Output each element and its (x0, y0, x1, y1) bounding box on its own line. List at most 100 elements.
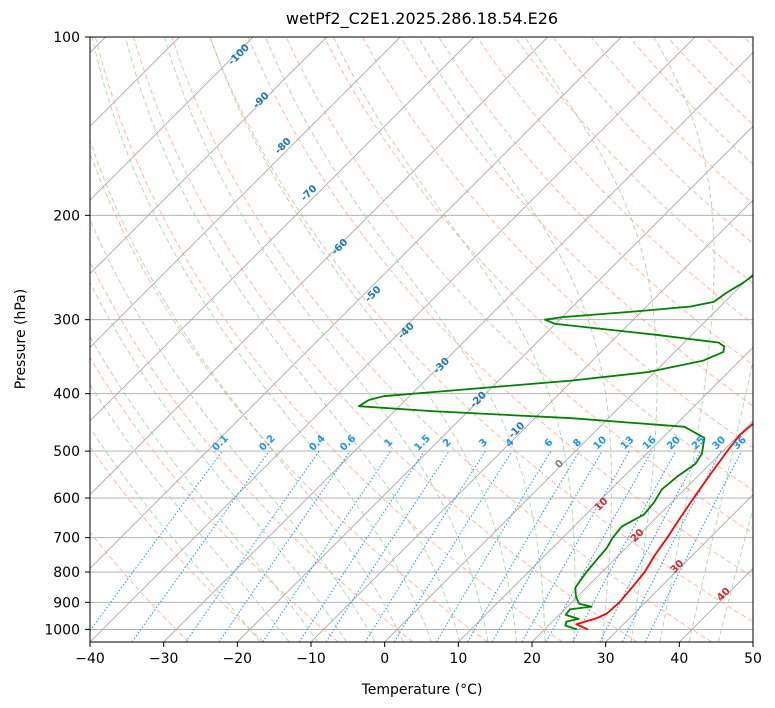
isotherm-line (752, 641, 753, 642)
mixing-ratio-label: 25 (690, 434, 708, 452)
mixing-ratio-line (572, 450, 677, 642)
mixing-ratio-label: 30 (710, 434, 728, 452)
dry-adiabat-line (400, 37, 753, 407)
mixing-ratio-line (262, 450, 392, 642)
dry-adiabat-line (323, 37, 753, 491)
x-axis-label: Temperature (°C) (361, 682, 483, 698)
isotherm-line (605, 494, 753, 642)
dry-adiabat-label: 30 (669, 558, 687, 576)
moist-adiabat-line (653, 37, 715, 642)
moist-adiabat-line (90, 138, 404, 642)
isotherm-line (384, 273, 753, 642)
y-tick-label: 800 (53, 565, 80, 581)
mixing-ratio-line (364, 450, 486, 642)
dry-adiabat-line (476, 37, 753, 325)
x-axis: −40 −30 −20 −10 0 10 20 30 40 50 (75, 642, 762, 667)
isotherm-line (90, 37, 254, 201)
isotherm-line (90, 37, 548, 496)
moist-adiabat-line (90, 383, 290, 642)
dry-adiabat-line (438, 37, 753, 366)
isotherm-label: -100 (227, 42, 253, 68)
y-tick-label: 600 (53, 491, 80, 507)
mixing-ratio-label: 36 (731, 434, 749, 452)
dry-adiabat-line (285, 37, 753, 534)
x-tick-label: −10 (296, 651, 326, 667)
isotherm-line (90, 37, 622, 569)
moist-adiabat-line (688, 358, 753, 642)
dry-adiabat-line (514, 37, 753, 285)
dry-adiabat-line (90, 445, 264, 642)
mixing-ratio-line (521, 450, 630, 642)
moist-adiabat-line (265, 37, 546, 642)
isotherm-label: -50 (363, 284, 384, 305)
x-tick-label: 0 (380, 651, 389, 667)
y-tick-label: 100 (53, 30, 80, 46)
isotherm-line (90, 37, 696, 642)
mixing-ratio-line (90, 450, 223, 632)
moist-adiabat-line (90, 427, 261, 642)
mixing-ratio-line (644, 450, 743, 642)
mixing-ratio-label: 1 (383, 437, 396, 450)
mixing-ratio-line (393, 450, 513, 642)
mixing-ratio-label: 16 (641, 434, 659, 452)
dry-adiabat-label: 0 (553, 458, 566, 471)
dry-adiabat-line (667, 37, 753, 126)
moist-adiabat-line (91, 37, 432, 642)
moist-adiabat-line (417, 37, 613, 642)
isotherm-line (90, 37, 475, 422)
mixing-ratio-label: 13 (619, 435, 637, 453)
mixing-ratio-line (218, 450, 351, 642)
moist-adiabat-line (124, 37, 461, 642)
isotherm-line (458, 346, 753, 642)
moist-adiabat-line (209, 37, 517, 642)
mixing-ratio-label: 0.4 (307, 433, 327, 453)
mixing-ratio-label: 10 (592, 434, 610, 452)
isotherm-label: -70 (299, 183, 320, 204)
y-tick-label: 900 (53, 595, 80, 611)
isotherm-line (531, 420, 753, 642)
x-tick-label: 20 (523, 651, 541, 667)
dry-adiabat-line (362, 37, 753, 449)
x-tick-label: 40 (670, 651, 688, 667)
mixing-ratio-line (545, 450, 653, 642)
y-tick-label: 200 (53, 208, 80, 224)
dry-adiabat-line (171, 37, 712, 642)
moist-adiabat-line (524, 37, 658, 642)
isotherm-label: -60 (330, 237, 351, 258)
dry-adiabat-line (743, 37, 753, 47)
mixing-ratio-line (325, 450, 450, 642)
isotherm-label: -30 (432, 356, 453, 377)
moist-adiabat-line (90, 335, 319, 642)
dry-adiabat-line (90, 356, 339, 642)
dry-adiabat-line (90, 151, 488, 642)
dry-adiabat-line (95, 37, 563, 642)
x-tick-label: 50 (744, 651, 762, 667)
plot-area (90, 37, 753, 642)
mixing-ratio-label: 6 (543, 437, 556, 450)
y-tick-label: 400 (53, 387, 80, 403)
mixing-ratio-label: 8 (571, 437, 584, 450)
mixing-ratio-line (185, 450, 320, 642)
isotherm-label: -90 (251, 90, 272, 111)
mixing-ratio-label: 3 (477, 437, 490, 450)
mixing-ratio-label: 1.5 (413, 433, 433, 453)
mixing-ratio-line (621, 450, 722, 642)
mixing-ratio-label: 0.1 (211, 433, 231, 453)
dry-adiabat-line (90, 531, 190, 642)
x-tick-label: 30 (597, 651, 615, 667)
isotherm-label: -80 (273, 136, 294, 157)
dry-adiabat-line (90, 260, 414, 642)
isotherm-line (310, 199, 753, 642)
dry-adiabat-line (590, 37, 753, 205)
moist-adiabat-line (90, 218, 376, 642)
y-tick-label: 700 (53, 531, 80, 547)
temperature-trace (575, 422, 753, 631)
moist-adiabat-line (717, 506, 753, 642)
x-tick-label: −20 (223, 651, 253, 667)
y-tick-label: 1000 (44, 622, 80, 638)
y-axis: 100 200 300 400 500 600 700 800 900 1000 (44, 30, 90, 638)
chart-title: wetPf2_C2E1.2025.286.18.54.E26 (286, 9, 558, 29)
isotherm-line (163, 52, 753, 642)
isotherm-line (90, 37, 327, 275)
